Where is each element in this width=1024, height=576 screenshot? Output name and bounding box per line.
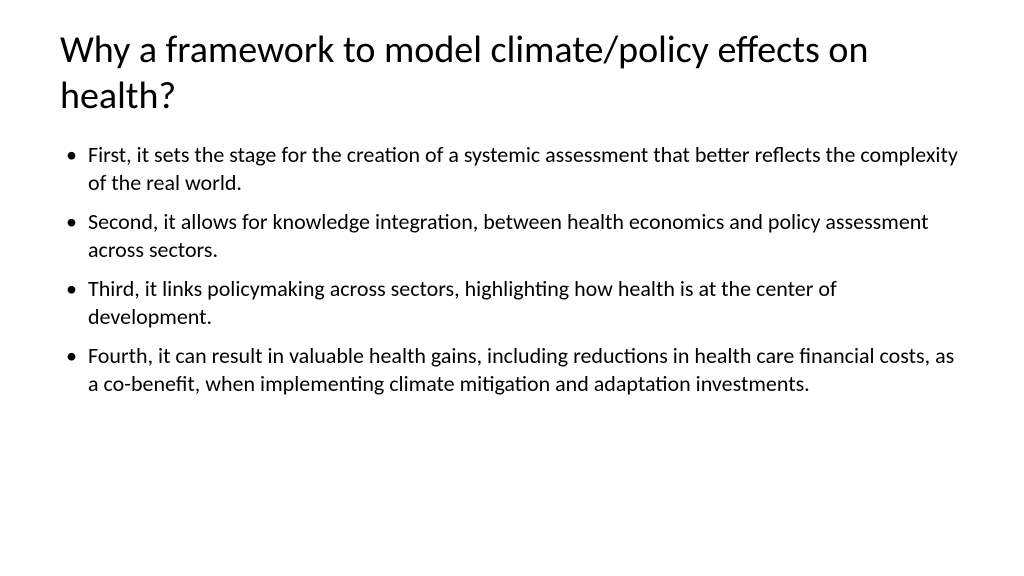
list-item: Second, it allows for knowledge integrat…	[60, 208, 964, 263]
list-item: Third, it links policymaking across sect…	[60, 275, 964, 330]
slide-title: Why a framework to model climate/policy …	[60, 28, 964, 119]
list-item: Fourth, it can result in valuable health…	[60, 342, 964, 397]
list-item: First, it sets the stage for the creatio…	[60, 141, 964, 196]
bullet-list: First, it sets the stage for the creatio…	[60, 141, 964, 397]
